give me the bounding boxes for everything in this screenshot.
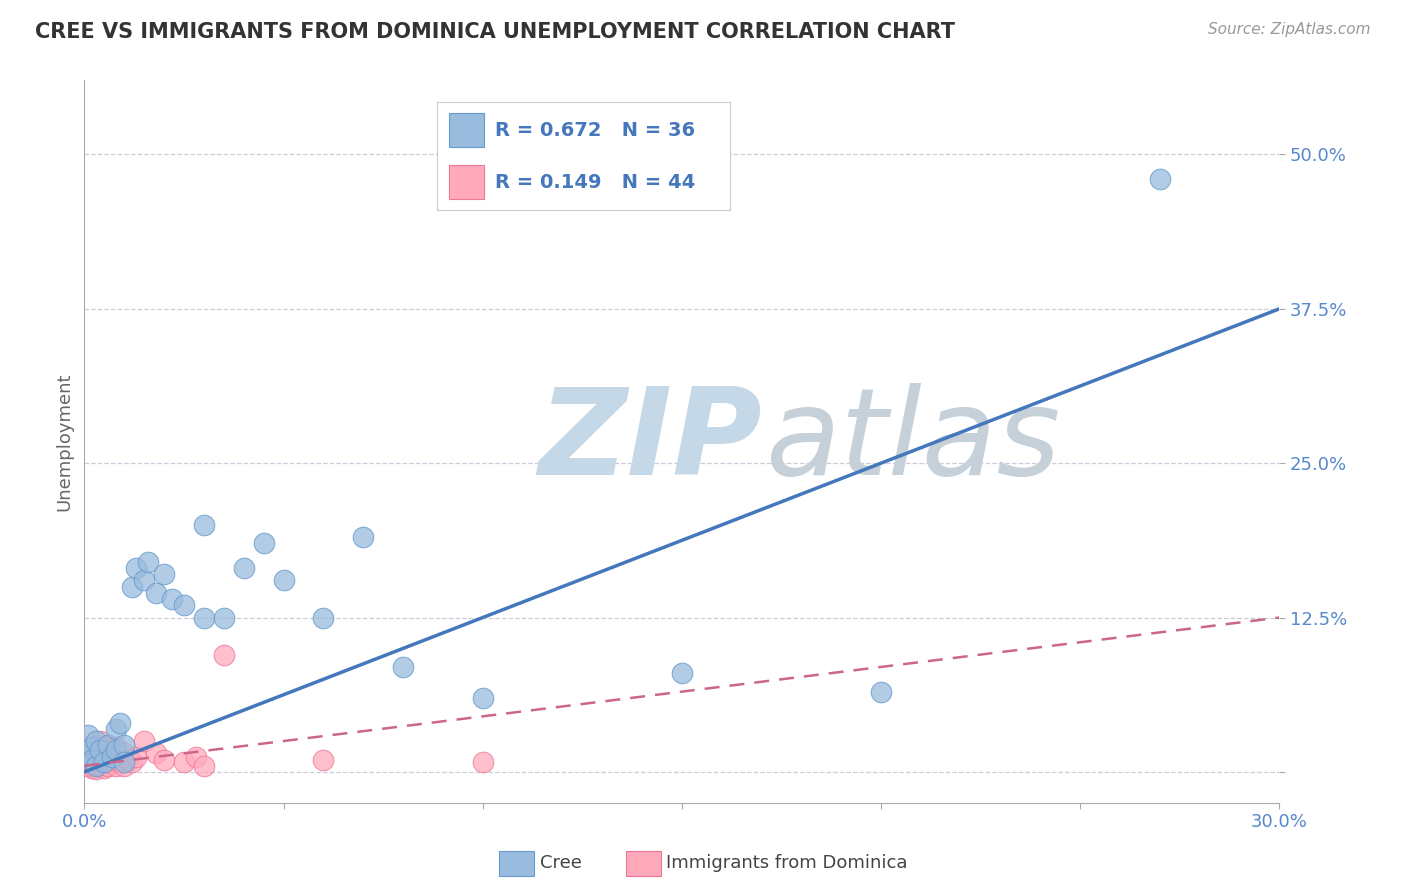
Point [132, 734, 156, 748]
Point [82, 753, 104, 767]
Point [89, 742, 111, 756]
Point [125, 561, 148, 575]
Point [89, 734, 111, 748]
Point [193, 610, 215, 624]
Point [110, 715, 132, 730]
Point [105, 740, 128, 755]
Point [93, 750, 115, 764]
Point [232, 561, 254, 575]
Point [312, 610, 335, 624]
Point [97, 758, 120, 772]
Point [153, 753, 176, 767]
Point [870, 684, 893, 698]
Point [145, 586, 167, 600]
Point [93, 755, 115, 769]
Point [173, 755, 195, 769]
Point [105, 722, 128, 736]
Point [77, 747, 100, 761]
Point [312, 753, 335, 767]
Point [77, 747, 100, 761]
Point [86, 753, 108, 767]
Point [1149, 172, 1171, 186]
Point [105, 742, 128, 756]
Point [112, 738, 135, 752]
Point [153, 567, 176, 582]
Point [101, 747, 124, 761]
Point [471, 690, 494, 705]
Point [89, 753, 111, 767]
Point [82, 750, 104, 764]
Text: Immigrants from Dominica: Immigrants from Dominica [666, 855, 908, 872]
Point [125, 750, 148, 764]
Point [82, 755, 104, 769]
Point [392, 660, 415, 674]
Point [671, 666, 693, 681]
Point [105, 753, 128, 767]
Point [121, 755, 143, 769]
Point [93, 755, 115, 769]
Point [86, 747, 108, 761]
Text: atlas: atlas [766, 383, 1062, 500]
Y-axis label: Unemployment: Unemployment [55, 372, 73, 511]
Point [82, 742, 104, 756]
Point [136, 555, 159, 569]
Point [352, 530, 374, 544]
Point [160, 592, 183, 607]
Point [193, 517, 215, 532]
Point [132, 574, 156, 588]
Point [101, 750, 124, 764]
Text: Source: ZipAtlas.com: Source: ZipAtlas.com [1208, 22, 1371, 37]
Point [112, 758, 135, 772]
Point [97, 740, 120, 755]
Point [86, 757, 108, 772]
Point [101, 755, 124, 769]
Point [193, 758, 215, 772]
Point [145, 747, 167, 761]
Point [212, 648, 235, 662]
Point [93, 761, 115, 775]
Point [82, 761, 104, 775]
Point [89, 758, 111, 772]
Point [77, 758, 100, 772]
Point [184, 750, 207, 764]
Point [471, 755, 494, 769]
Text: ZIP: ZIP [538, 383, 762, 500]
Point [86, 758, 108, 772]
Point [77, 740, 100, 755]
Point [77, 728, 100, 742]
Point [86, 738, 108, 752]
Point [110, 755, 132, 769]
Point [112, 747, 135, 761]
Text: Cree: Cree [540, 855, 582, 872]
Point [97, 738, 120, 752]
Point [121, 580, 143, 594]
Point [212, 610, 235, 624]
Point [273, 574, 295, 588]
Text: CREE VS IMMIGRANTS FROM DOMINICA UNEMPLOYMENT CORRELATION CHART: CREE VS IMMIGRANTS FROM DOMINICA UNEMPLO… [35, 22, 955, 42]
Point [82, 740, 104, 755]
Point [86, 734, 108, 748]
Point [86, 763, 108, 777]
Point [173, 598, 195, 612]
Point [89, 742, 111, 756]
Point [77, 753, 100, 767]
Point [112, 755, 135, 769]
Point [93, 742, 115, 756]
Point [117, 753, 139, 767]
Point [105, 758, 128, 772]
Point [253, 536, 276, 550]
Point [97, 753, 120, 767]
